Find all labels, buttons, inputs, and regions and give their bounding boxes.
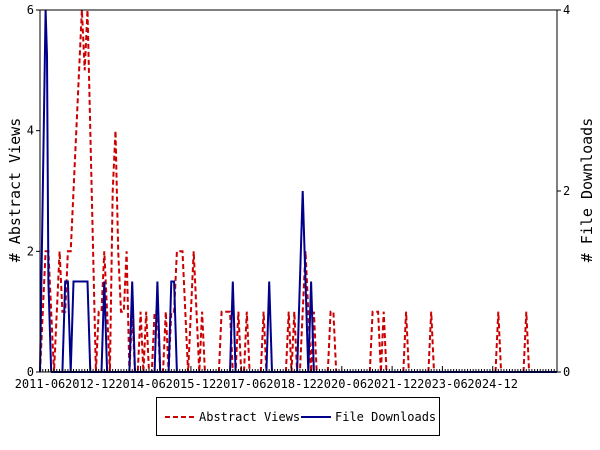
series-line-abstract-views-3 bbox=[284, 251, 318, 373]
series-line-abstract-views-0 bbox=[39, 9, 206, 373]
x-tick-label: 2024-12 bbox=[467, 377, 518, 391]
legend-label-abstract-views: Abstract Views bbox=[199, 410, 301, 424]
series-line-file-downloads-8 bbox=[296, 190, 315, 373]
series-line-file-downloads-5 bbox=[167, 280, 178, 373]
legend: Abstract Views File Downloads bbox=[156, 397, 440, 436]
left-y-tick-label: 4 bbox=[27, 124, 34, 138]
x-tick-label: 2012-12 bbox=[65, 377, 116, 391]
right-y-tick-label: 2 bbox=[563, 184, 570, 198]
series-line-file-downloads-4 bbox=[153, 281, 162, 373]
series-line-abstract-views-5 bbox=[368, 310, 388, 373]
series-line-abstract-views-7 bbox=[427, 311, 435, 373]
x-tick-label: 2014-06 bbox=[115, 377, 166, 391]
x-tick-label: 2020-06 bbox=[317, 377, 368, 391]
series-line-file-downloads-7 bbox=[265, 281, 273, 373]
right-axis-title: # File Downloads bbox=[578, 118, 596, 263]
left-y-tick-label: 6 bbox=[27, 3, 34, 17]
series-line-file-downloads-0 bbox=[39, 9, 53, 373]
series-line-file-downloads-3 bbox=[128, 281, 136, 373]
x-tick-label: 2018-12 bbox=[266, 377, 317, 391]
series-line-file-downloads-6 bbox=[229, 281, 237, 373]
left-axis-title: # Abstract Views bbox=[6, 118, 24, 263]
x-tick-label: 2023-06 bbox=[417, 377, 468, 391]
right-y-tick-label: 0 bbox=[563, 365, 570, 379]
left-y-tick-label: 2 bbox=[27, 244, 34, 258]
legend-label-file-downloads: File Downloads bbox=[335, 410, 437, 424]
series-line-file-downloads-1 bbox=[61, 280, 92, 373]
left-y-tick-label: 0 bbox=[27, 365, 34, 379]
plot-area bbox=[39, 9, 557, 373]
x-tick-label: 2017-06 bbox=[216, 377, 267, 391]
series-line-abstract-views-2 bbox=[259, 311, 268, 373]
series-line-abstract-views-8 bbox=[494, 311, 503, 373]
series-line-abstract-views-6 bbox=[402, 311, 410, 373]
right-y-tick-label: 4 bbox=[563, 3, 570, 17]
x-tick-label: 2021-12 bbox=[367, 377, 418, 391]
series-line-abstract-views-9 bbox=[522, 311, 531, 373]
series-line-abstract-views-4 bbox=[326, 310, 338, 373]
series-line-file-downloads-2 bbox=[100, 281, 109, 373]
x-tick-label: 2015-12 bbox=[166, 377, 217, 391]
x-tick-label: 2011-06 bbox=[15, 377, 66, 391]
axes: 2011-06 2012-12 2014-06 2015-12 2017-06 2018-… bbox=[15, 3, 571, 391]
